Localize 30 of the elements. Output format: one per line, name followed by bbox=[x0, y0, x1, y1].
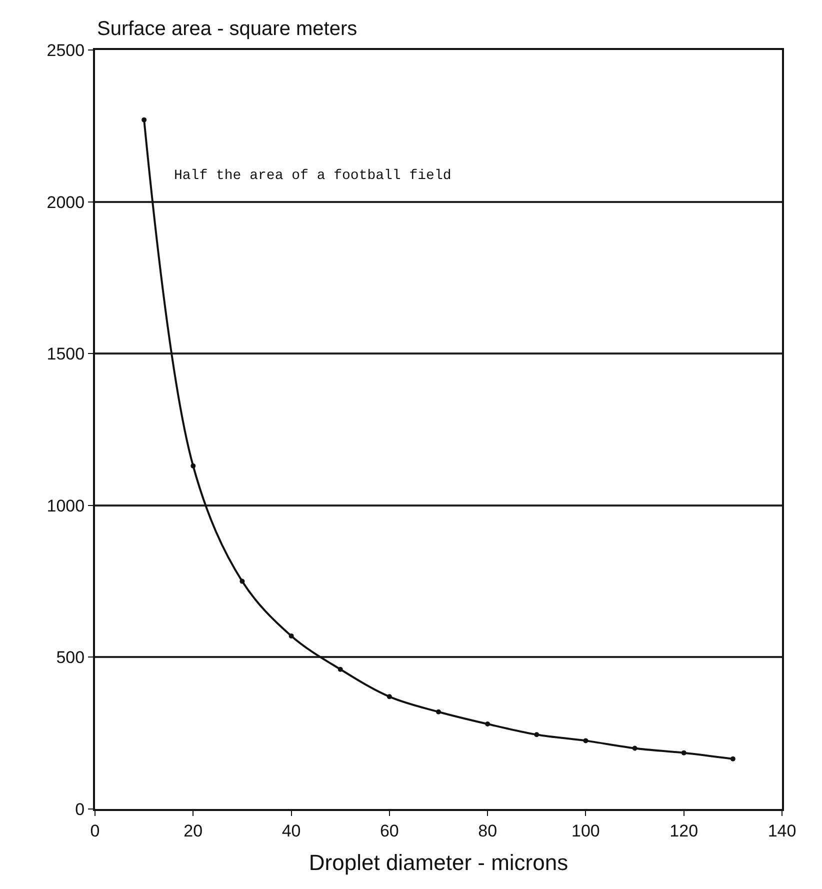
y-axis-title: Surface area - square meters bbox=[97, 18, 358, 40]
point bbox=[190, 463, 196, 468]
point bbox=[681, 750, 686, 756]
point bbox=[632, 746, 638, 751]
point bbox=[436, 709, 441, 714]
x-tick-label: 140 bbox=[768, 821, 796, 840]
y-tick-label: 2000 bbox=[46, 192, 85, 212]
x-tick-label: 0 bbox=[90, 821, 100, 840]
x-tick-label: 100 bbox=[572, 821, 600, 840]
annotation: Half the area of a football field bbox=[174, 168, 452, 184]
point bbox=[485, 721, 490, 726]
y-tick-label: 0 bbox=[75, 800, 85, 819]
y-tick-label: 1000 bbox=[46, 496, 85, 516]
point bbox=[583, 738, 588, 744]
x-axis-title: Droplet diameter - microns bbox=[308, 850, 568, 875]
x-tick-label: 60 bbox=[380, 821, 399, 840]
y-tick-label: 500 bbox=[56, 648, 85, 668]
point bbox=[288, 633, 294, 638]
point bbox=[240, 578, 245, 584]
point bbox=[386, 694, 392, 700]
x-tick-label: 20 bbox=[184, 821, 203, 840]
y-tick-label: 1500 bbox=[46, 344, 85, 364]
x-tick-label: 120 bbox=[670, 821, 698, 840]
y-tick-label: 2500 bbox=[46, 40, 85, 60]
point bbox=[338, 666, 343, 672]
x-tick-label: 80 bbox=[478, 821, 498, 840]
x-tick-label: 40 bbox=[282, 821, 301, 840]
point bbox=[142, 117, 147, 122]
point bbox=[730, 756, 736, 762]
point bbox=[534, 732, 540, 738]
